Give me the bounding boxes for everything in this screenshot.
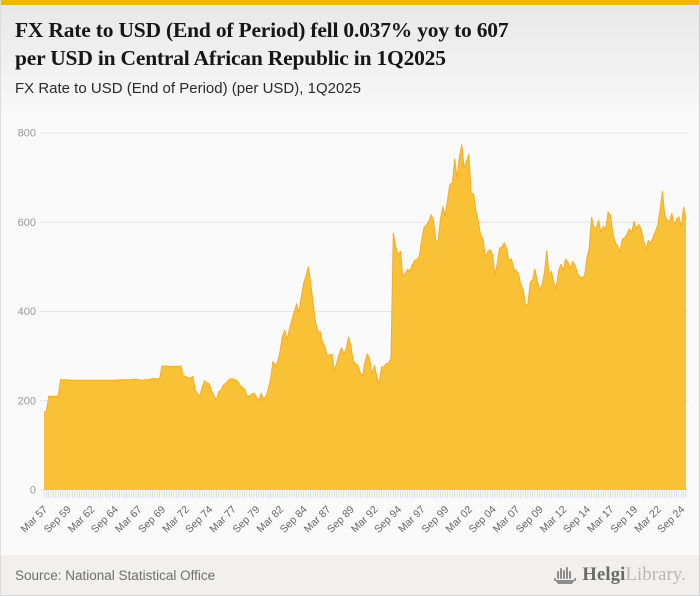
y-tick-label: 200 [18,395,36,407]
x-tick-label: Sep 24 [655,504,687,536]
logo-text-library: Library. [625,565,686,585]
chart-headline-line1: FX Rate to USD (End of Period) fell 0.03… [15,18,509,42]
y-tick-label: 0 [30,485,36,497]
source-label: Source: National Statistical Office [15,568,216,583]
helgi-logo-icon [554,566,577,584]
logo-text-helgi: Helgi [582,565,626,585]
chart-headline-line2: per USD in Central African Republic in 1… [15,45,446,70]
y-tick-label: 400 [18,306,36,318]
area-top-line [44,144,687,413]
chart-headline: FX Rate to USD (End of Period) fell 0.03… [15,17,685,73]
accent-topbar [0,0,700,5]
y-tick-label: 600 [18,217,36,229]
chart-subtitle: FX Rate to USD (End of Period) (per USD)… [15,79,361,97]
footer: Source: National Statistical Office Helg… [0,555,700,596]
helgi-library-logo: Helgi Library. [553,565,686,587]
chart-area: 0 200 400 600 800 Mar 57 Sep 59 Mar 62 Sep 64 Mar… [0,112,700,555]
area-series [44,144,686,490]
y-tick-label: 800 [18,128,36,140]
header: FX Rate to USD (End of Period) fell 0.03… [0,5,700,112]
